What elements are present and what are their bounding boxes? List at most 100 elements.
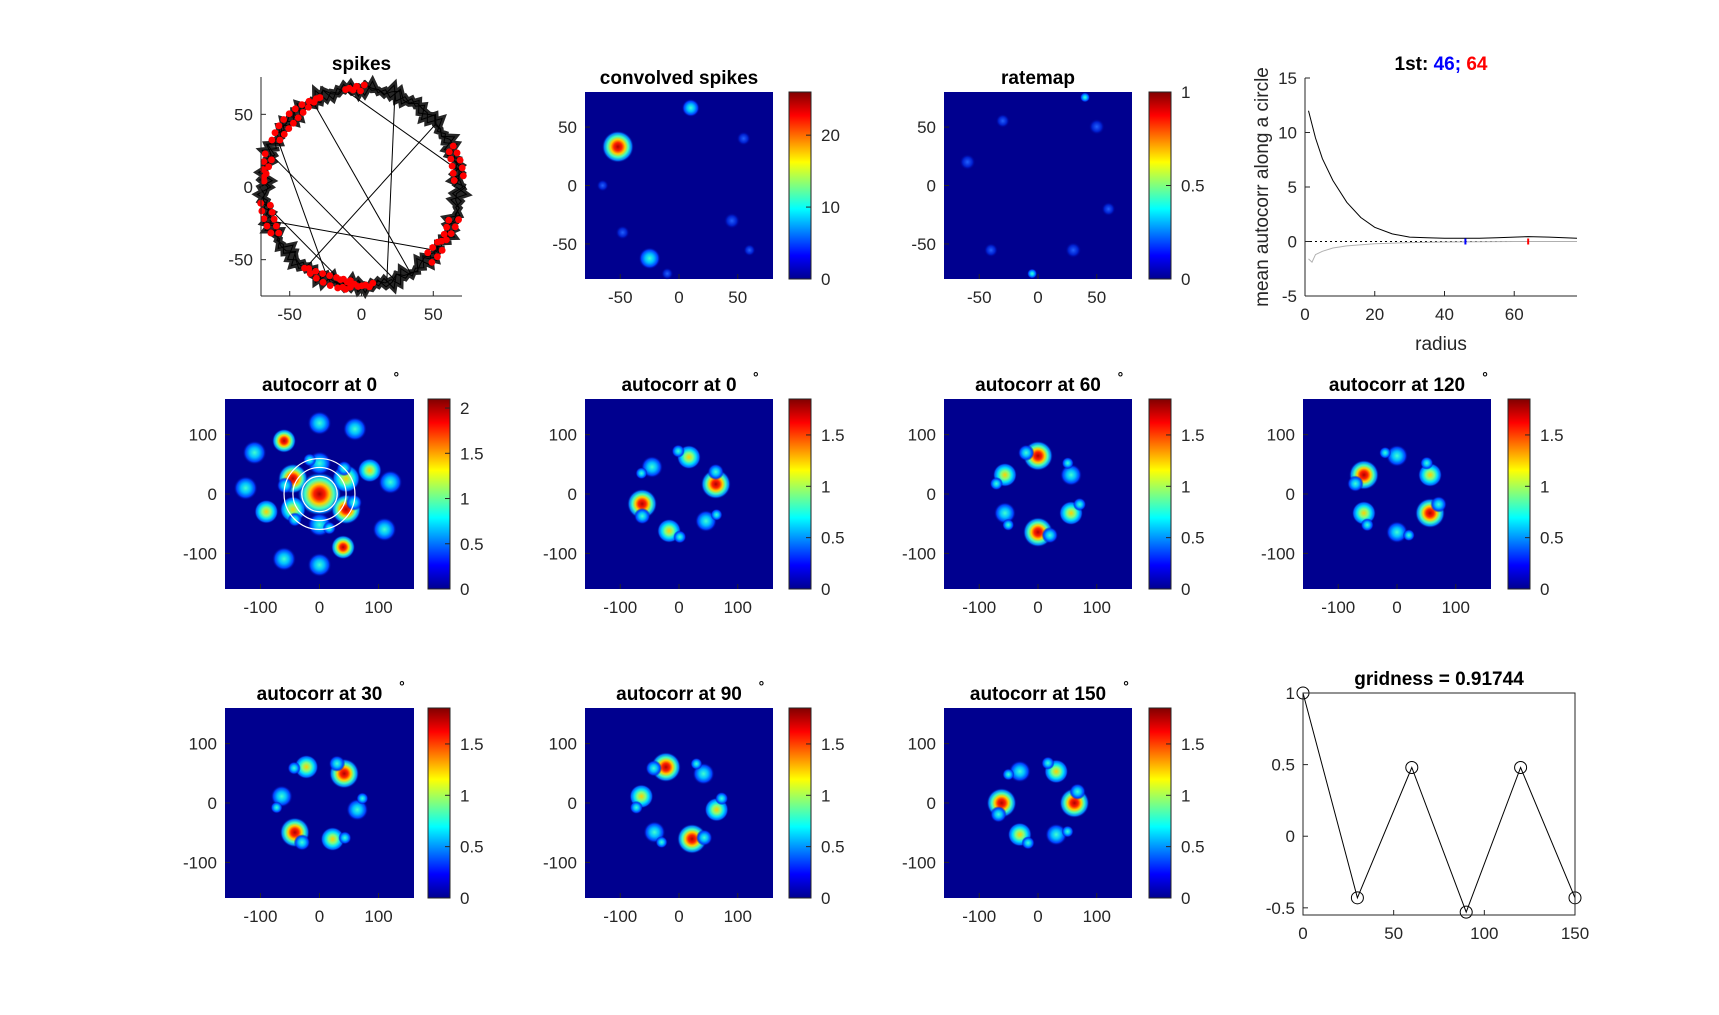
y-tick-label: 0 [568, 794, 577, 813]
heatmap-peak [1080, 92, 1090, 103]
spike-marker [343, 278, 351, 286]
heatmap-peak [995, 113, 1010, 128]
spike-marker [270, 215, 278, 223]
heatmap-peak [601, 130, 634, 163]
spike-marker [428, 258, 436, 266]
heatmap-image [1303, 399, 1491, 589]
heatmap-peak [1017, 444, 1035, 462]
colorbar [1507, 398, 1531, 590]
heatmap-peak [596, 179, 609, 192]
x-tick-label: 0 [674, 907, 683, 926]
heatmap-peak [272, 546, 297, 571]
panel-title: autocorr at 60 [975, 375, 1101, 396]
heatmap-peak [242, 440, 267, 465]
x-tick-label: -50 [277, 305, 302, 324]
spike-marker [291, 105, 299, 113]
y-tick-label: 15 [1278, 69, 1297, 88]
y-axis-label: mean autocorr along a circle [1252, 67, 1273, 307]
y-tick-label: -50 [228, 251, 253, 270]
colorbar-tick-label: 2 [460, 399, 469, 418]
panel-title: spikes [332, 54, 391, 75]
colorbar-tick-label: 0.5 [821, 529, 845, 548]
spike-marker [442, 236, 450, 244]
heatmap-peak [655, 836, 668, 849]
trajectory-chord [264, 203, 345, 285]
heatmap-peak [338, 831, 352, 845]
gridness-point [1350, 891, 1364, 905]
y-tick-label: 100 [549, 735, 577, 754]
heatmap-peak [1041, 756, 1055, 770]
panel-title: autocorr at 30 [257, 684, 383, 705]
y-tick-label: -5 [1282, 287, 1297, 306]
heatmap-peak [287, 761, 301, 775]
heatmap-peak [297, 472, 342, 516]
panel-convolved: -50 0 50 -50 0 50 0 10 20 convolved spikes [552, 68, 840, 307]
colorbar-tick-label: 0 [1181, 270, 1190, 289]
colorbar [788, 398, 812, 590]
y-tick-label: 0 [208, 485, 217, 504]
panel-ac30: -100 0 100 -100 0 100 0 0.5 1 1.5 autocorr at 30 ° [183, 678, 484, 926]
series-line [1308, 110, 1578, 239]
spike-marker [453, 149, 461, 157]
x-tick-label: 0 [1300, 305, 1309, 324]
x-tick-label: -50 [608, 288, 633, 307]
x-tick-label: 100 [1442, 598, 1470, 617]
y-tick-label: 100 [189, 735, 217, 754]
x-tick-label: 50 [728, 288, 747, 307]
panel-title: autocorr at 0 [621, 375, 736, 396]
heatmap-peak [1061, 825, 1074, 838]
trajectory-chord [312, 101, 411, 273]
colorbar-tick-label: 0.5 [1540, 529, 1564, 548]
y-tick-label: 5 [1288, 178, 1297, 197]
spike-marker [429, 244, 437, 251]
spike-marker [445, 148, 453, 156]
y-tick-label: 100 [549, 426, 577, 445]
panel-ac120: -100 0 100 -100 0 100 0 0.5 1 1.5 autocorr at 120 ° [1261, 369, 1564, 617]
heatmap-peak [1347, 475, 1364, 492]
heatmap-peak [331, 535, 356, 560]
heatmap-peak [736, 131, 751, 146]
x-tick-label: -50 [967, 288, 992, 307]
x-tick-label: 100 [1470, 924, 1498, 943]
panel-ac90: -100 0 100 -100 0 100 0 0.5 1 1.5 autocorr at 90 ° [543, 678, 845, 926]
x-tick-label: 40 [1435, 305, 1454, 324]
colorbar [788, 707, 812, 899]
heatmap-peak [629, 800, 643, 815]
spike-marker [339, 283, 347, 291]
x-tick-label: 50 [1384, 924, 1403, 943]
x-tick-label: 0 [1033, 907, 1042, 926]
heatmap-peak [1402, 529, 1415, 542]
title-prefix: 1st: [1395, 54, 1434, 75]
x-tick-label: 0 [357, 305, 366, 324]
heatmap-image [944, 92, 1132, 279]
heatmap-peak [378, 470, 403, 495]
y-tick-label: -100 [183, 853, 217, 872]
spike-marker [326, 272, 334, 280]
trajectory-chord [269, 220, 437, 252]
heatmap-peak [307, 552, 332, 577]
y-tick-label: 0 [1286, 485, 1295, 504]
heatmap-peak [1061, 457, 1074, 470]
spike-marker [266, 201, 274, 209]
y-tick-label: 50 [234, 105, 253, 124]
ring-circle [292, 466, 347, 522]
heatmap-peak [1002, 768, 1015, 781]
y-tick-label: -50 [552, 235, 577, 254]
y-tick-label: 0 [927, 177, 936, 196]
colorbar-tick-label: 1 [821, 477, 830, 496]
spike-marker [290, 119, 297, 127]
y-tick-label: 0.5 [1271, 756, 1295, 775]
y-tick-label: 100 [908, 426, 936, 445]
x-tick-label: 0 [1033, 288, 1042, 307]
colorbar-tick-label: 0 [821, 889, 830, 908]
spike-marker [319, 270, 327, 278]
heatmap-peak [645, 760, 663, 777]
heatmap-image [585, 92, 773, 279]
degree-symbol: ° [399, 678, 405, 694]
colorbar-tick-label: 0 [460, 580, 469, 599]
y-tick-label: 50 [558, 118, 577, 137]
spike-marker [263, 222, 271, 230]
y-tick-label: -50 [911, 235, 936, 254]
colorbar-tick-label: 1.5 [1181, 426, 1205, 445]
heatmap-peak [1430, 496, 1447, 513]
